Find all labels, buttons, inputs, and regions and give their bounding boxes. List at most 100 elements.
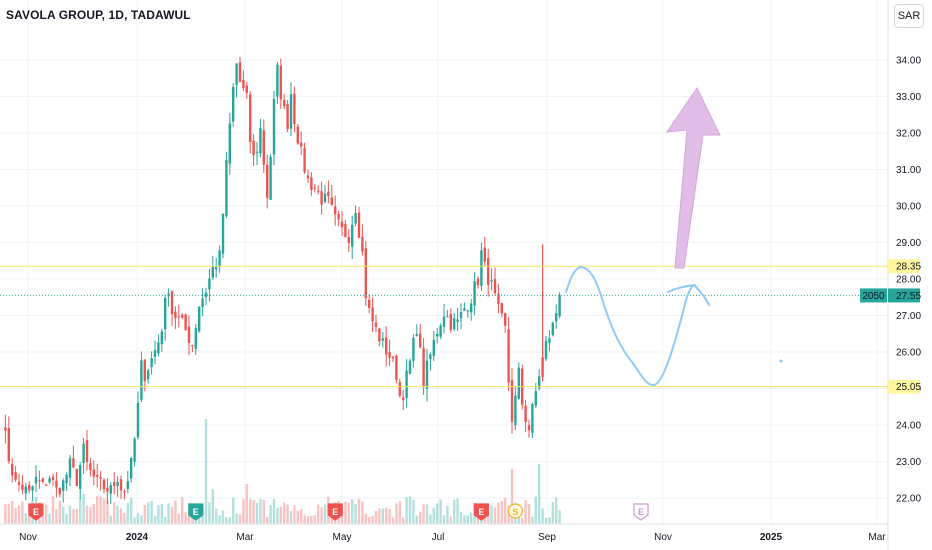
volume-bar (408, 496, 412, 524)
volume-bar (116, 505, 119, 524)
candle-body (347, 236, 350, 244)
candle-body (140, 360, 143, 400)
candle-body (28, 484, 31, 491)
volume-bar (289, 511, 293, 524)
candle-body (34, 476, 38, 484)
candle-body (490, 280, 493, 282)
candle-body (487, 258, 490, 285)
projection-hook[interactable] (667, 284, 696, 293)
event-marker-label: E (332, 507, 338, 517)
volume-bar (357, 499, 361, 524)
earnings-event-marker[interactable]: E (28, 503, 44, 521)
candle-body (106, 487, 109, 492)
volume-bar (510, 469, 514, 524)
price-axis-labels: 22.0023.0024.0025.0026.0027.0028.0029.00… (896, 56, 921, 505)
price-tick-label: 23.00 (896, 457, 921, 468)
candle-body (225, 159, 228, 217)
volume-bar (235, 513, 238, 524)
currency-button[interactable]: SAR (894, 4, 924, 28)
candle-body (211, 266, 214, 278)
user-drawings[interactable] (565, 87, 783, 386)
candle-body (388, 352, 391, 358)
candle-body (92, 469, 95, 477)
candle-body (432, 339, 435, 356)
candle-body (82, 443, 85, 464)
volume-bar (310, 515, 313, 524)
volume-bar (126, 502, 129, 524)
volume-bar (544, 517, 548, 524)
split-event-marker[interactable]: S (507, 503, 524, 519)
volume-bar (106, 500, 109, 524)
volume-bar (17, 505, 21, 524)
volume-bar (140, 515, 143, 524)
volume-bar (504, 497, 507, 524)
candle-body (238, 62, 242, 82)
volume-bar (123, 512, 126, 524)
volume-bar (538, 464, 541, 524)
volume-bar (351, 499, 354, 524)
candle-body (408, 360, 412, 374)
candle-body (361, 236, 364, 252)
volume-bar (133, 517, 136, 524)
candle-body (262, 130, 265, 165)
projection-curve[interactable] (565, 265, 710, 386)
volume-bar (436, 503, 439, 524)
candle-body (24, 486, 27, 494)
candle-body (41, 478, 44, 482)
candle-body (398, 382, 401, 396)
volume-bar (446, 506, 449, 524)
volume-bar (524, 499, 527, 524)
candle-body (436, 333, 439, 337)
price-tick-label: 33.00 (896, 92, 921, 103)
volume-bar (62, 506, 65, 524)
volume-bar (130, 497, 133, 524)
price-tick-label: 34.00 (896, 56, 921, 67)
earnings-event-marker[interactable]: E (188, 503, 204, 521)
candle-body (374, 322, 378, 328)
target-arrow[interactable] (665, 87, 721, 269)
volume-bar (14, 508, 17, 524)
candle-body (255, 151, 259, 153)
candle-body (21, 484, 24, 490)
time-tick-label: Mar (868, 532, 886, 543)
candle-body (96, 474, 99, 477)
candle-body (527, 425, 531, 431)
candle-body (442, 316, 446, 327)
candle-body (153, 350, 157, 357)
candle-body (381, 338, 384, 341)
volume-bar (541, 508, 544, 524)
candle-body (48, 478, 51, 483)
candle-body (17, 482, 21, 485)
price-tick-label: 24.00 (896, 421, 921, 432)
earnings-event-marker[interactable]: E (633, 503, 649, 521)
volume-bar (378, 508, 381, 524)
horizontal-levels[interactable] (0, 265, 888, 388)
candle-body (351, 224, 354, 247)
volume-bar (347, 503, 350, 524)
candle-body (99, 477, 102, 479)
volume-bar (490, 505, 493, 524)
volume-bar (388, 509, 391, 524)
volume-bar (89, 507, 92, 524)
candle-body (500, 302, 503, 314)
earnings-event-marker[interactable]: E (327, 503, 343, 521)
volume-bar (272, 498, 276, 524)
earnings-event-marker[interactable]: E (473, 503, 489, 521)
volume-bar (249, 498, 252, 524)
volume-bar (395, 503, 398, 524)
candle-body (368, 299, 371, 308)
candle-body (531, 404, 534, 433)
candle-body (157, 342, 160, 354)
last-price-label: 27.55 (896, 291, 921, 302)
candle-body (422, 347, 425, 387)
volume-bar (65, 514, 68, 524)
time-tick-label: Nov (654, 532, 672, 543)
candle-body (245, 85, 248, 93)
candle-body (313, 187, 316, 189)
candle-body (184, 314, 187, 330)
volume-bar (391, 517, 395, 524)
time-tick-label: Sep (538, 532, 556, 543)
volume-bar (344, 501, 347, 524)
